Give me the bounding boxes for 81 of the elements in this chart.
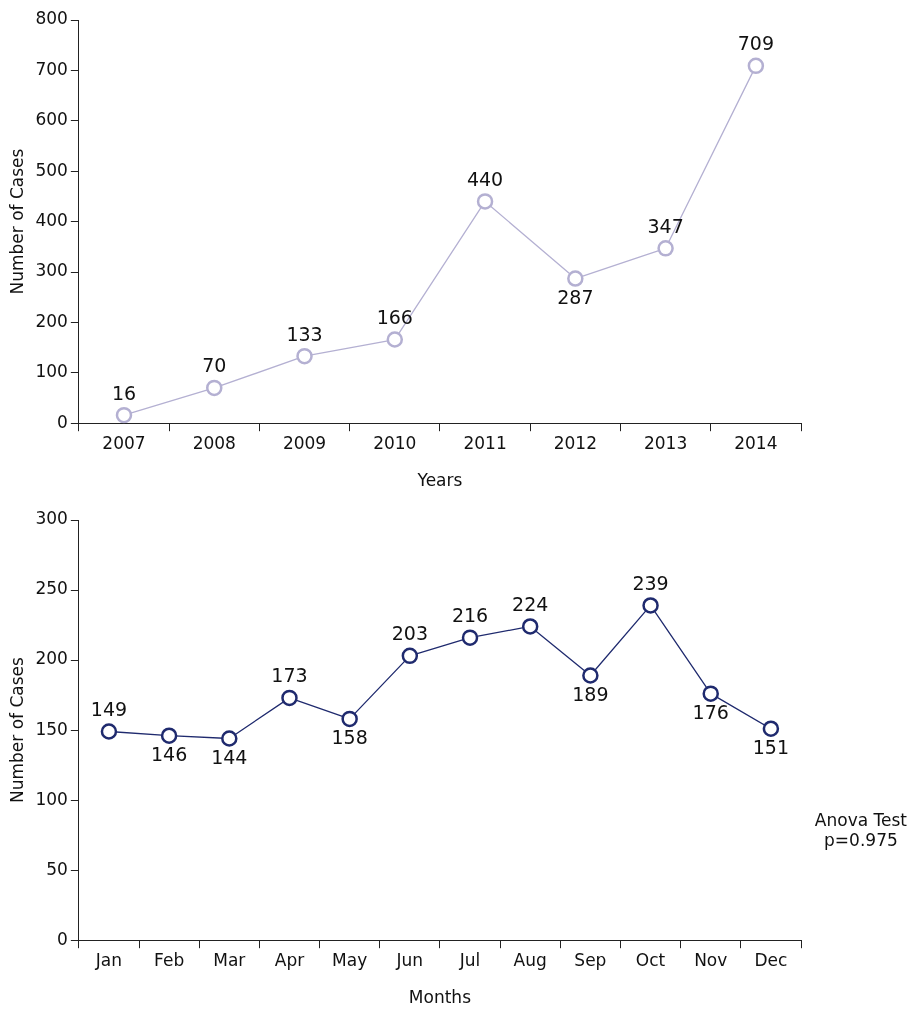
data-label: 149 [90,697,128,720]
y-tick-label: 600 [35,109,68,130]
data-label: 166 [376,305,413,328]
y-tick-label: 300 [35,508,68,529]
point [115,406,133,424]
x-axis-title: Years [416,470,463,491]
x-tick-label: Jun [395,949,424,970]
point [567,270,584,287]
point [702,685,719,702]
y-tick-label: 200 [35,648,68,669]
data-label: 203 [391,622,428,645]
data-label: 133 [286,322,323,345]
y-tick-label: 100 [35,788,68,809]
x-tick-label: Dec [754,949,788,970]
y-tick-label: 0 [57,411,68,432]
point [386,331,404,348]
data-label: 189 [572,682,609,705]
point [341,710,358,728]
data-label: 70 [202,354,227,377]
point [747,57,765,75]
point [206,379,223,397]
point [642,597,659,614]
data-label: 176 [692,701,729,724]
x-axis-title: Months [408,987,472,1008]
x-tick-label: 2009 [282,432,327,453]
x-tick-label: 2007 [102,432,146,453]
point [160,727,178,744]
text: Anova Test p=0.975 [814,810,907,850]
x-tick-label: Mar [213,949,246,970]
x-tick-label: Aug [513,949,547,970]
data-label: 146 [150,743,188,766]
y-tick-label: 100 [35,361,68,382]
y-tick-label: 0 [57,928,68,949]
y-axis-title: Number of Cases [6,148,27,295]
y-tick-label: 150 [35,718,68,739]
x-tick-label: 2013 [643,432,688,453]
point [100,723,118,740]
x-tick-label: Jan [94,949,123,970]
y-tick-label: 500 [35,159,68,180]
data-label: 151 [752,736,790,759]
x-tick-label: 2014 [734,432,778,453]
y-tick-label: 700 [35,58,68,79]
data-label: 239 [632,571,669,594]
point [476,193,494,210]
point [221,730,238,747]
x-tick-label: Apr [274,949,305,970]
x-tick-label: Sep [574,949,607,970]
point [762,720,780,737]
point [296,347,313,365]
x-tick-label: 2008 [192,432,236,453]
x-tick-label: Nov [694,949,728,970]
x-tick-label: Oct [635,949,666,970]
data-label: 144 [211,745,248,768]
y-tick-label: 200 [35,310,68,331]
point [401,647,419,665]
data-label: 16 [111,381,137,404]
x-tick-label: 2011 [463,432,507,453]
y-tick-label: 250 [35,578,68,599]
data-label: 158 [331,726,368,749]
point [281,689,298,707]
y-tick-label: 50 [46,858,68,879]
data-label: 224 [512,592,549,615]
x-tick-label: Feb [154,949,185,970]
y-tick-label: 800 [35,8,68,29]
x-tick-label: 2012 [553,432,597,453]
y-tick-label: 400 [35,210,68,231]
point [582,667,599,684]
point [657,240,674,257]
y-axis-title: Number of Cases [6,656,27,804]
data-label: 287 [557,285,594,308]
data-label: 216 [451,604,489,627]
data-label: 173 [271,664,308,687]
data-label: 709 [737,32,774,55]
point [461,629,479,646]
x-tick-label: Jul [458,949,481,970]
x-tick-label: 2010 [373,432,417,453]
y-tick-label: 300 [35,260,68,281]
x-tick-label: May [332,949,368,970]
data-label: 347 [647,214,684,237]
data-label: 440 [466,167,504,190]
point [521,618,539,635]
